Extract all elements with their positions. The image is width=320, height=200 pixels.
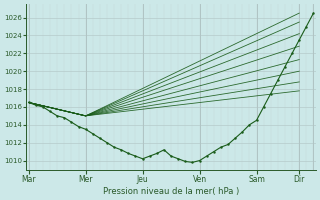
- X-axis label: Pression niveau de la mer( hPa ): Pression niveau de la mer( hPa ): [103, 187, 239, 196]
